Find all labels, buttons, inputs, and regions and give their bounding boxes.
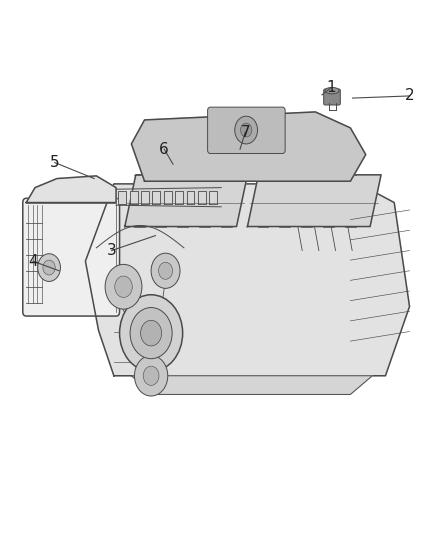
Circle shape bbox=[120, 295, 183, 372]
Circle shape bbox=[105, 264, 142, 309]
Polygon shape bbox=[26, 176, 116, 203]
Ellipse shape bbox=[325, 87, 339, 94]
Text: 5: 5 bbox=[50, 155, 60, 170]
Text: 2: 2 bbox=[405, 88, 414, 103]
Polygon shape bbox=[198, 191, 206, 204]
Polygon shape bbox=[175, 191, 183, 204]
Circle shape bbox=[130, 308, 172, 359]
Polygon shape bbox=[131, 376, 372, 394]
Circle shape bbox=[134, 356, 168, 396]
Circle shape bbox=[143, 366, 159, 385]
FancyBboxPatch shape bbox=[208, 107, 285, 154]
Polygon shape bbox=[152, 191, 160, 204]
Polygon shape bbox=[141, 191, 149, 204]
Text: 1: 1 bbox=[326, 80, 336, 95]
FancyBboxPatch shape bbox=[324, 89, 340, 105]
Polygon shape bbox=[164, 191, 172, 204]
Circle shape bbox=[115, 276, 132, 297]
Polygon shape bbox=[130, 191, 138, 204]
Text: 6: 6 bbox=[159, 142, 169, 157]
Polygon shape bbox=[85, 184, 410, 376]
Polygon shape bbox=[131, 112, 366, 181]
Circle shape bbox=[151, 253, 180, 288]
Polygon shape bbox=[118, 191, 126, 204]
Text: 4: 4 bbox=[28, 254, 38, 269]
Text: 3: 3 bbox=[107, 243, 117, 258]
Circle shape bbox=[240, 123, 252, 137]
Circle shape bbox=[141, 320, 162, 346]
Polygon shape bbox=[247, 175, 381, 227]
Circle shape bbox=[159, 262, 173, 279]
Circle shape bbox=[43, 260, 55, 275]
Text: 7: 7 bbox=[240, 125, 250, 140]
Polygon shape bbox=[125, 175, 247, 227]
Circle shape bbox=[38, 254, 60, 281]
Circle shape bbox=[235, 116, 258, 144]
Polygon shape bbox=[209, 191, 217, 204]
FancyBboxPatch shape bbox=[23, 198, 120, 316]
Polygon shape bbox=[187, 191, 194, 204]
